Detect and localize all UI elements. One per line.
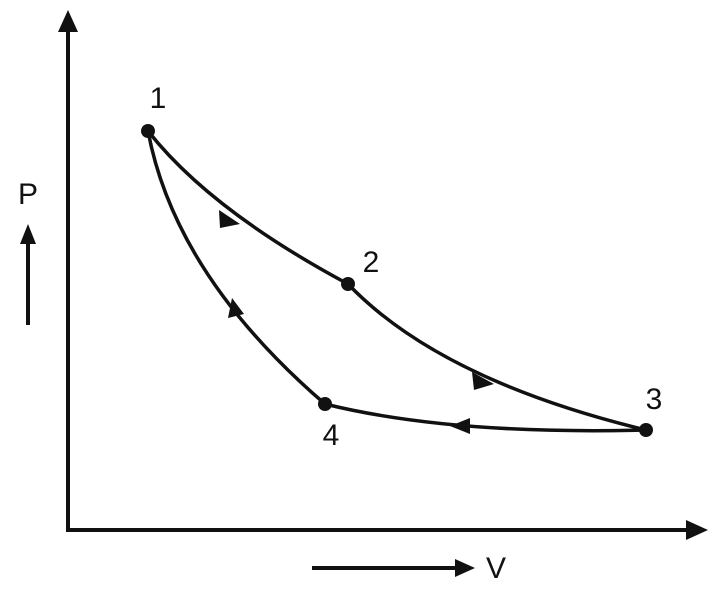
process-2-3 [346,282,647,432]
direction-arrow [228,298,244,318]
direction-arrow [472,372,494,390]
process-4-1 [146,130,327,406]
direction-arrow [219,210,240,228]
y-axis-label: P [18,178,38,211]
state-point [141,124,155,138]
p-arrow-head [20,224,36,244]
v-arrow-head [455,559,475,577]
node-label: 4 [323,419,340,452]
x-axis-arrow [686,520,708,540]
direction-arrow [450,418,470,434]
state-point [639,423,653,437]
node-label: 3 [646,383,663,416]
node-label: 1 [150,82,167,115]
state-point [318,397,332,411]
axes [58,10,708,540]
state-point [341,277,355,291]
node-label: 2 [363,246,380,279]
process-1-2 [146,129,349,286]
y-axis-arrow [58,10,78,32]
x-axis-label: V [486,552,506,585]
